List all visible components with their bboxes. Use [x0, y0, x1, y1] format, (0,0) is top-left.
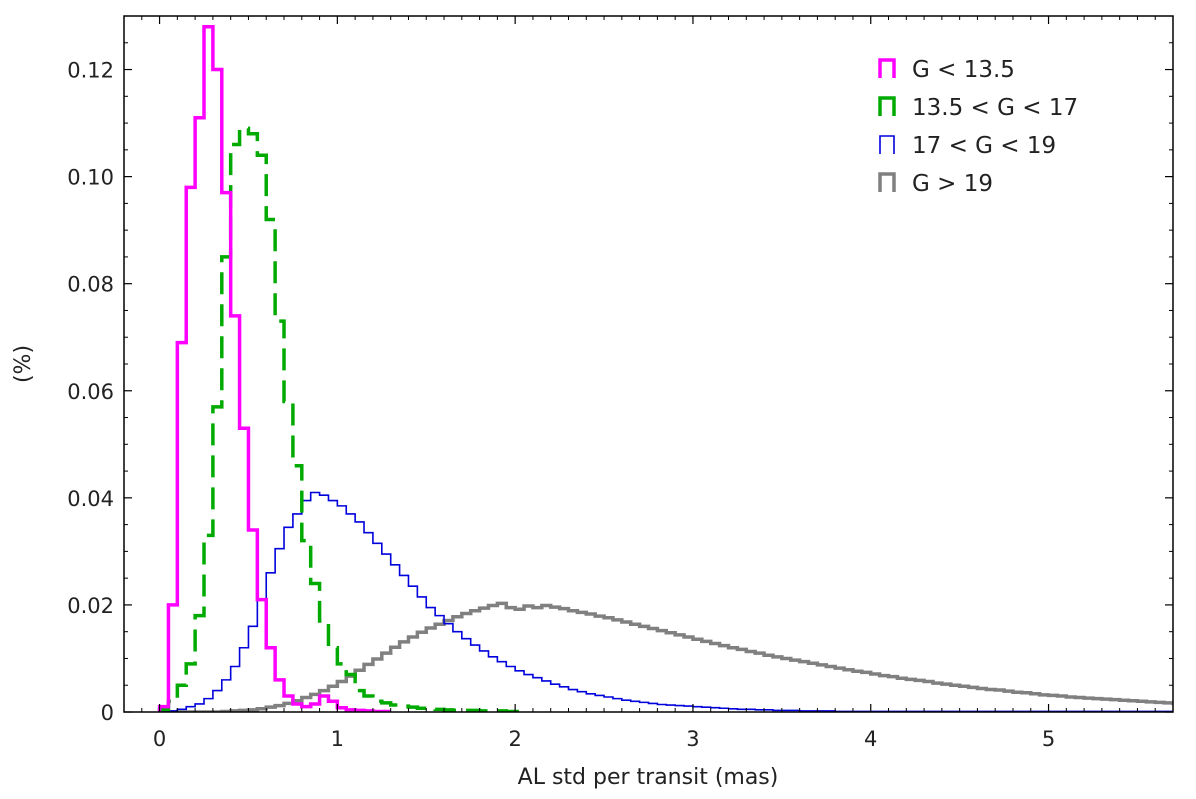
x-tick-label: 5 [1042, 727, 1055, 751]
series-line-3 [159, 491, 1173, 712]
legend-label: 13.5 < G < 17 [912, 95, 1078, 121]
y-axis-title: (%) [11, 345, 36, 383]
legend: G < 13.5 13.5 < G < 17 17 < G < 19 G > 19 [878, 57, 1078, 197]
y-tick-label: 0.10 [67, 166, 114, 190]
x-tick-label: 2 [508, 727, 521, 751]
series-line-4 [159, 601, 1173, 712]
y-tick-label: 0.04 [67, 487, 114, 511]
series-layer [157, 24, 1173, 712]
y-axis: 0 0.02 0.04 0.06 0.08 0.10 0.12 [67, 42, 1173, 725]
legend-swatch [879, 135, 895, 154]
x-tick-label: 3 [686, 727, 699, 751]
x-tick-label: 1 [331, 727, 344, 751]
y-tick-label: 0.12 [67, 59, 114, 83]
legend-swatch [878, 172, 896, 192]
x-axis: 0 1 2 3 4 5 [123, 16, 1174, 751]
legend-label: G > 19 [912, 171, 993, 197]
x-axis-title: AL std per transit (mas) [518, 765, 779, 790]
legend-label: 17 < G < 19 [912, 133, 1056, 159]
y-tick-label: 0.02 [67, 594, 114, 618]
legend-label: G < 13.5 [912, 57, 1015, 83]
y-tick-label: 0 [101, 701, 114, 725]
legend-swatch [878, 58, 896, 78]
series-line-1 [157, 24, 391, 712]
x-tick-label: 4 [864, 727, 877, 751]
x-tick-label: 0 [153, 727, 166, 751]
y-tick-label: 0.06 [67, 380, 114, 404]
y-tick-label: 0.08 [67, 273, 114, 297]
legend-swatch [878, 96, 896, 116]
series-line-2 [157, 126, 525, 712]
